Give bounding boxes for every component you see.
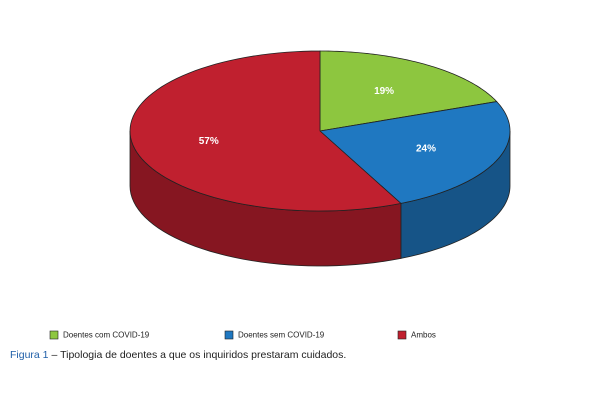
caption-label: Figura 1 bbox=[10, 349, 49, 361]
legend-label: Doentes sem COVID-19 bbox=[238, 331, 325, 340]
legend-swatch bbox=[224, 330, 234, 340]
slice-label: 57% bbox=[199, 136, 219, 147]
slice-label: 19% bbox=[374, 86, 394, 97]
slice-top bbox=[129, 50, 402, 212]
legend-label: Ambos bbox=[411, 331, 436, 340]
caption: Figura 1– Tipologia de doentes a que os … bbox=[10, 349, 346, 361]
slice bbox=[129, 50, 402, 267]
legend-label: Doentes com COVID-19 bbox=[63, 331, 150, 340]
slice bbox=[319, 101, 511, 259]
legend-swatch bbox=[397, 330, 407, 340]
slice-label: 24% bbox=[416, 143, 436, 154]
slice-top bbox=[319, 50, 498, 132]
slice-top bbox=[319, 101, 511, 204]
slice bbox=[319, 50, 498, 132]
legend-swatch bbox=[49, 330, 59, 340]
caption-text: – Tipologia de doentes a que os inquirid… bbox=[52, 349, 347, 361]
